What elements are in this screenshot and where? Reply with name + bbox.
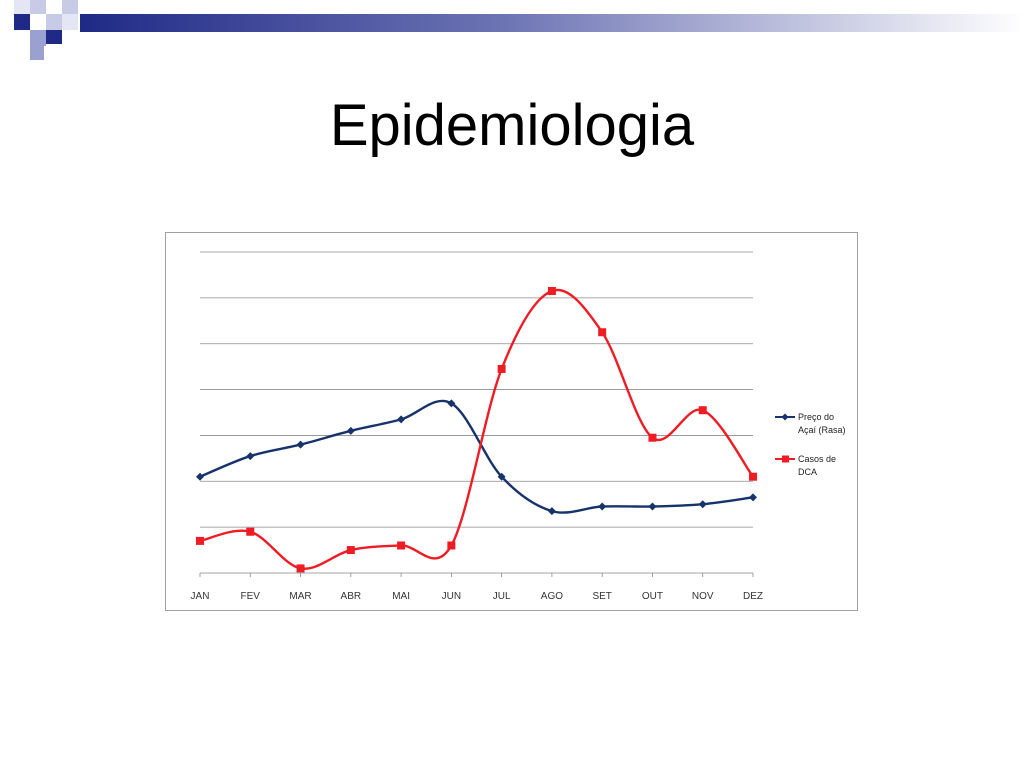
accent-square: [30, 0, 46, 14]
data-point-preco-acai: [296, 440, 305, 449]
legend-label: Preço do: [798, 412, 834, 422]
accent-square: [62, 14, 78, 30]
x-tick-label: MAR: [289, 591, 311, 602]
data-point-casos-dca: [346, 546, 355, 555]
x-tick-label: JUN: [442, 591, 461, 602]
legend-marker: [781, 413, 789, 421]
legend-label: DCA: [798, 467, 817, 477]
x-tick-label: JUL: [493, 591, 511, 602]
x-tick-label: FEV: [241, 591, 261, 602]
legend-label: Açaí (Rasa): [798, 425, 846, 435]
accent-square: [14, 0, 30, 14]
data-point-casos-dca: [547, 286, 556, 295]
data-point-casos-dca: [397, 541, 406, 550]
legend-marker: [782, 455, 789, 463]
x-tick-label: DEZ: [743, 591, 763, 602]
data-point-casos-dca: [648, 433, 657, 442]
x-tick-label: AGO: [541, 591, 563, 602]
data-point-preco-acai: [547, 507, 556, 516]
x-tick-label: JAN: [191, 591, 210, 602]
x-tick-label: SET: [592, 591, 611, 602]
x-tick-label: NOV: [692, 591, 714, 602]
data-point-preco-acai: [346, 426, 355, 435]
data-point-preco-acai: [698, 500, 707, 509]
data-point-preco-acai: [246, 452, 255, 461]
accent-square: [14, 14, 30, 30]
x-tick-label: ABR: [341, 591, 362, 602]
series-line-preco-acai: [199, 399, 754, 514]
data-point-preco-acai: [397, 415, 406, 424]
accent-square: [46, 14, 62, 30]
data-point-casos-dca: [598, 328, 607, 337]
data-point-preco-acai: [648, 502, 657, 511]
line-chart: JAN FEV MAR ABR MAI JUN JUL AGO SET OUT NOV DEZ Preç…: [191, 251, 846, 602]
x-tick-label: MAI: [392, 591, 410, 602]
data-point-preco-acai: [447, 399, 456, 408]
data-point-casos-dca: [246, 527, 255, 536]
slide-title: Epidemiologia: [329, 93, 695, 158]
accent-square: [30, 46, 44, 60]
accent-square: [46, 30, 62, 44]
data-point-preco-acai: [196, 472, 204, 481]
data-point-preco-acai: [598, 502, 607, 511]
legend-label: Casos de: [798, 454, 836, 464]
data-point-preco-acai: [749, 493, 757, 502]
accent-bar: [80, 14, 1024, 32]
data-point-casos-dca: [447, 541, 456, 550]
data-point-casos-dca: [497, 364, 506, 373]
data-point-casos-dca: [296, 564, 305, 573]
data-point-preco-acai: [497, 472, 506, 481]
accent-square: [62, 0, 78, 14]
x-tick-label: OUT: [642, 591, 663, 602]
data-point-casos-dca: [749, 472, 757, 481]
corner-decoration: [14, 0, 1024, 60]
data-point-casos-dca: [196, 536, 204, 545]
accent-square: [30, 30, 46, 46]
chart-frame: JAN FEV MAR ABR MAI JUN JUL AGO SET OUT NOV DEZ Preç…: [165, 232, 858, 611]
data-point-casos-dca: [698, 406, 707, 415]
